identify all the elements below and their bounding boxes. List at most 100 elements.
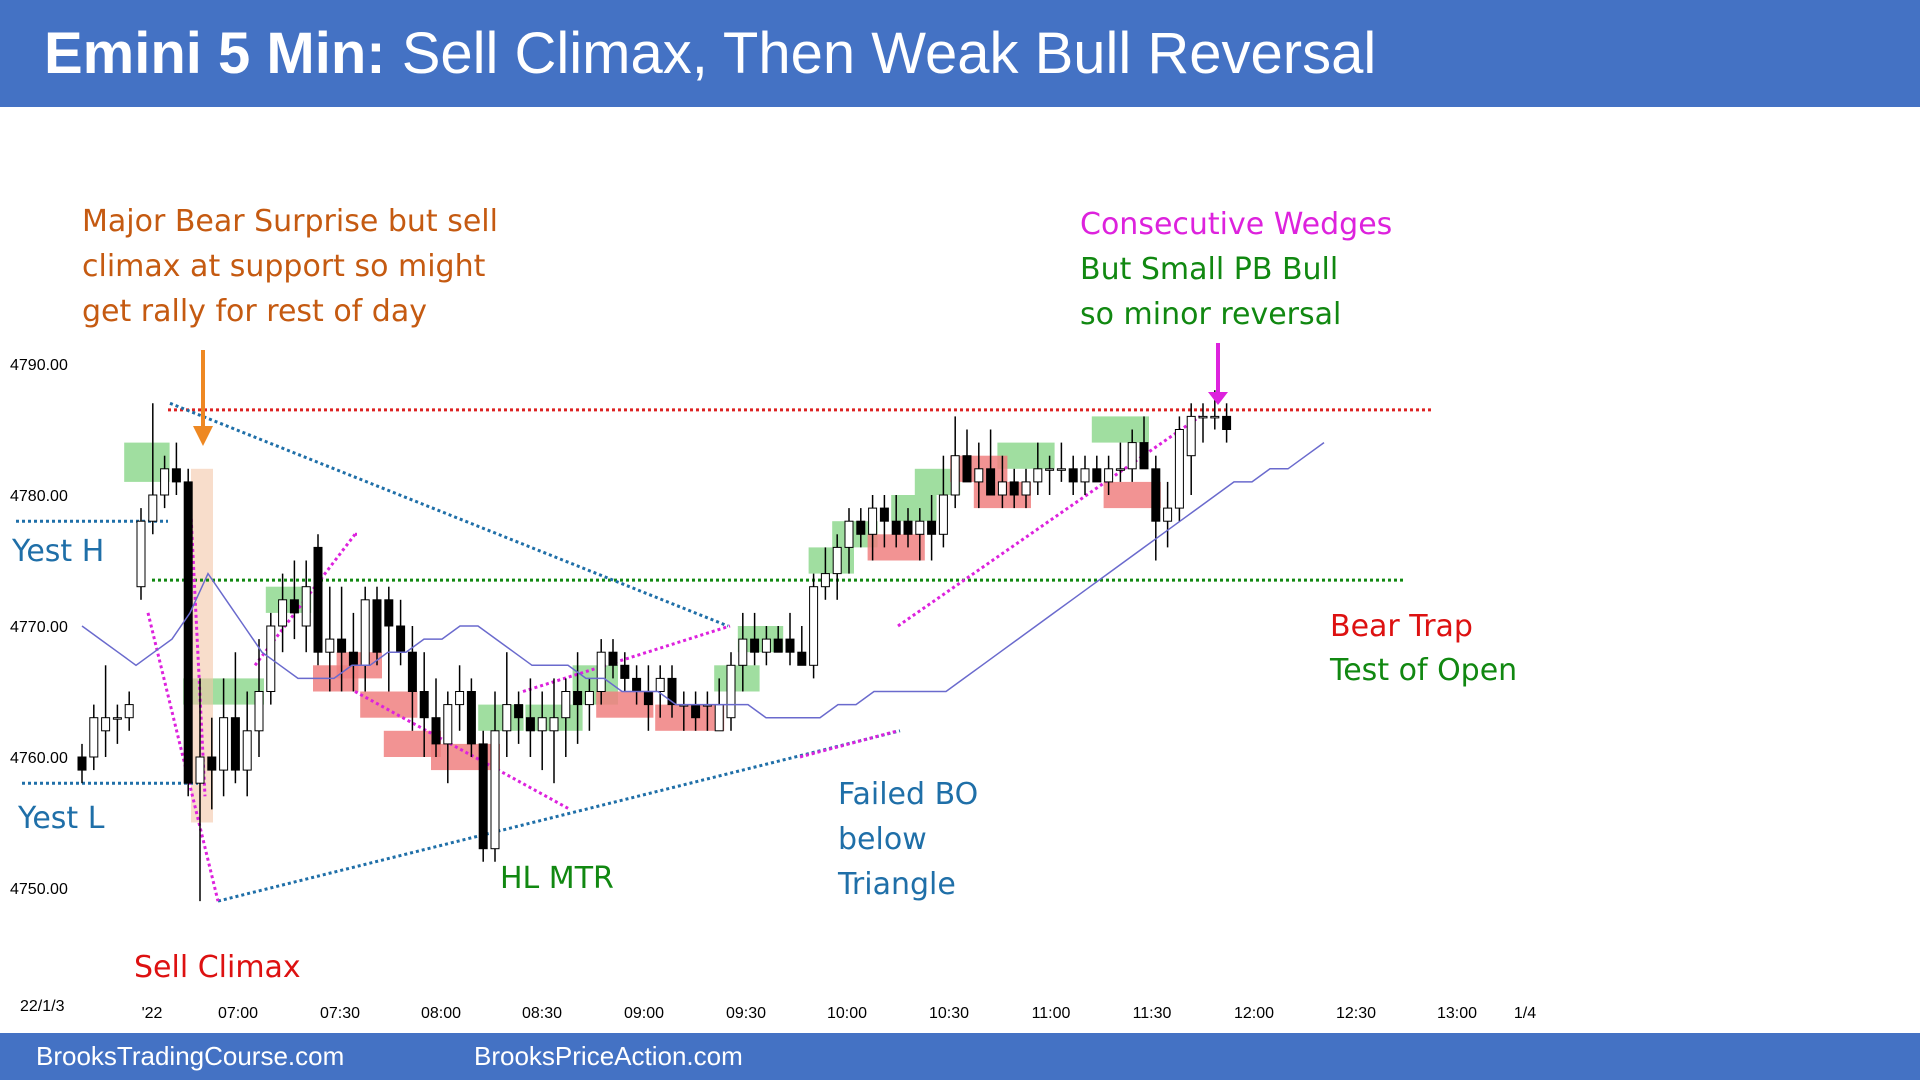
magenta-arrow-head <box>1208 392 1228 405</box>
candle <box>490 691 500 862</box>
candle <box>478 730 488 862</box>
candle <box>1080 455 1090 495</box>
bull-box <box>891 495 937 522</box>
footer-bar: BrooksTradingCourse.com BrooksPriceActio… <box>0 1033 1920 1080</box>
candle <box>986 429 996 496</box>
candle-body <box>466 691 476 745</box>
candle <box>407 626 417 731</box>
candle-body <box>160 468 170 496</box>
wedges-line-1: Consecutive Wedges <box>1080 207 1392 242</box>
y-tick-label: 4780.00 <box>10 488 68 505</box>
candle <box>1186 403 1196 495</box>
candle <box>820 547 830 600</box>
candle <box>927 495 937 561</box>
candle-body <box>278 599 288 627</box>
candle-body <box>537 717 547 732</box>
candle-body <box>561 691 571 719</box>
wedge-line <box>897 415 1201 628</box>
candle <box>254 639 264 757</box>
candle-body <box>761 638 771 653</box>
bear-box <box>655 704 725 731</box>
bear-box <box>360 691 418 718</box>
date-label: 22/1/3 <box>20 998 65 1015</box>
candle-body <box>1080 468 1090 483</box>
candle-body <box>1021 481 1031 496</box>
candle <box>1115 442 1125 482</box>
candle-body <box>360 599 370 666</box>
candle-body <box>313 546 323 653</box>
candle-body <box>89 717 99 758</box>
bear-box <box>1103 481 1161 509</box>
candle-body <box>549 717 559 732</box>
candle-body <box>325 638 335 653</box>
candle-body <box>502 704 512 732</box>
candle <box>301 560 311 653</box>
candle <box>997 455 1007 509</box>
candle <box>514 691 524 744</box>
footer-link-right[interactable]: BrooksPriceAction.com <box>474 1041 743 1071</box>
x-tick-label: 07:00 <box>218 1005 258 1022</box>
candle <box>856 508 866 548</box>
candle <box>667 665 677 718</box>
test-open-label: Test of Open <box>1329 653 1517 688</box>
candle-body <box>643 691 653 706</box>
candle <box>443 691 453 784</box>
candle-body <box>584 691 594 706</box>
candle <box>785 612 795 666</box>
yest-h-label: Yest H <box>11 534 104 569</box>
candle-body <box>242 730 252 771</box>
candle-body <box>1009 481 1019 496</box>
candle <box>655 665 665 718</box>
candle <box>738 612 748 692</box>
wedge-line <box>799 729 899 759</box>
candle-body <box>1056 468 1066 471</box>
candle <box>455 665 465 731</box>
candle-body <box>289 599 299 614</box>
candle-body <box>372 599 382 653</box>
wedges-line-3: so minor reversal <box>1080 297 1341 332</box>
candle-body <box>655 677 665 693</box>
bear-box <box>431 743 500 771</box>
candle-body <box>809 586 819 666</box>
candle-body <box>183 481 193 784</box>
candle <box>525 678 535 757</box>
candle <box>903 508 913 548</box>
candle-body <box>1104 468 1114 483</box>
candle-body <box>856 520 866 535</box>
candle-body <box>254 691 264 732</box>
candle-body <box>950 455 960 496</box>
candle <box>242 691 252 797</box>
candle-body <box>396 625 406 653</box>
candle <box>1198 403 1208 443</box>
candle <box>230 652 240 784</box>
candle <box>1045 455 1055 495</box>
candle-body <box>1068 468 1078 483</box>
candle-body <box>608 651 618 666</box>
candle-body <box>112 717 122 720</box>
x-tick-label: 12:00 <box>1234 1005 1274 1022</box>
candle <box>844 508 854 574</box>
ema-line <box>81 441 1325 719</box>
candle <box>384 586 394 692</box>
candle-body <box>1174 429 1184 509</box>
x-tick-label: '22 <box>142 1005 163 1022</box>
candle <box>1021 468 1031 509</box>
candle <box>101 665 111 757</box>
candle-body <box>525 717 535 732</box>
candle <box>289 560 299 640</box>
candle-body <box>868 507 878 535</box>
bull-box <box>1091 416 1149 443</box>
candle <box>561 678 571 757</box>
candle <box>1127 429 1137 482</box>
candle <box>313 534 323 666</box>
candle-body <box>832 546 842 575</box>
candle <box>89 704 99 771</box>
candle <box>549 678 559 784</box>
candle <box>915 508 925 561</box>
candle-body <box>903 520 913 535</box>
failed-bo-line-1: Failed BO <box>838 777 978 812</box>
candle-body <box>632 677 642 693</box>
footer-link-left[interactable]: BrooksTradingCourse.com <box>36 1041 345 1071</box>
bear-surprise-line-1: Major Bear Surprise but sell <box>82 204 498 239</box>
candle-body <box>478 743 488 850</box>
